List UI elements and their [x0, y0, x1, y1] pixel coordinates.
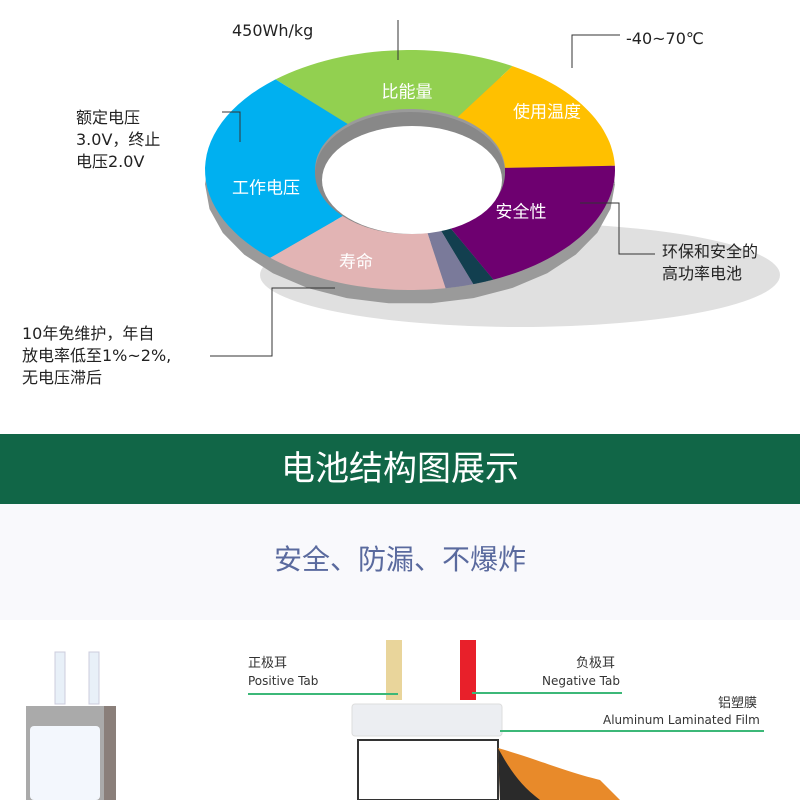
- positive-tab-label-en: Positive Tab: [248, 674, 319, 688]
- ring-segment-safety: [448, 165, 615, 280]
- segment-label-safety: 安全性: [495, 202, 547, 223]
- battery-structure-illustration: [8, 630, 620, 800]
- negative-tab-label-en: Negative Tab: [542, 674, 620, 688]
- segment-label-energy: 比能量: [381, 82, 433, 103]
- film-pointer: [500, 730, 764, 732]
- segment-label-life: 寿命: [339, 252, 373, 273]
- left-battery-edge: [104, 706, 116, 800]
- film-label-en: Aluminum Laminated Film: [603, 713, 760, 727]
- ring-segment-energy: [275, 50, 513, 124]
- performance-ring-diagram: [205, 20, 780, 357]
- left-battery-tab: [88, 651, 100, 705]
- left-battery-tab: [54, 651, 66, 705]
- laminated-film-inner: [498, 748, 540, 800]
- callout-line-life: [210, 287, 335, 357]
- positive-tab-label-cn: 正极耳: [248, 656, 288, 671]
- note-energy: 450Wh/kg: [232, 21, 314, 40]
- ring-hole: [322, 126, 502, 234]
- negative-tab: [460, 640, 476, 700]
- ring-gap-slice: [439, 225, 494, 285]
- left-battery-cell: [30, 726, 100, 800]
- tab-sealant: [351, 703, 503, 737]
- ring-gap-slice: [426, 228, 474, 289]
- callout-line-safety: [580, 202, 655, 255]
- positive-tab: [386, 640, 402, 700]
- segment-label-voltage: 工作电压: [232, 178, 300, 199]
- note-voltage: 额定电压 3.0V，终止 电压2.0V: [76, 108, 161, 171]
- ring-segment-temperature: [457, 66, 615, 168]
- section-banner: 电池结构图展示: [0, 434, 800, 504]
- callout-line-temperature: [571, 34, 620, 68]
- negative-tab-label-cn: 负极耳: [576, 656, 616, 671]
- section-subtitle: 安全、防漏、不爆炸: [0, 504, 800, 620]
- negative-tab-pointer: [472, 692, 622, 694]
- positive-tab-pointer: [248, 693, 398, 695]
- note-safety: 环保和安全的 高功率电池: [662, 242, 759, 283]
- note-life: 10年免维护，年自 放电率低至1%~2%, 无电压滞后: [22, 324, 172, 387]
- ring-segment-voltage: [205, 79, 348, 258]
- note-temperature: -40~70℃: [626, 29, 704, 48]
- callout-line-voltage: [222, 111, 241, 142]
- battery-cell: [357, 739, 499, 800]
- laminated-film-peel: [498, 748, 620, 800]
- film-label-cn: 铝塑膜: [718, 696, 758, 711]
- segment-label-temperature: 使用温度: [513, 102, 581, 123]
